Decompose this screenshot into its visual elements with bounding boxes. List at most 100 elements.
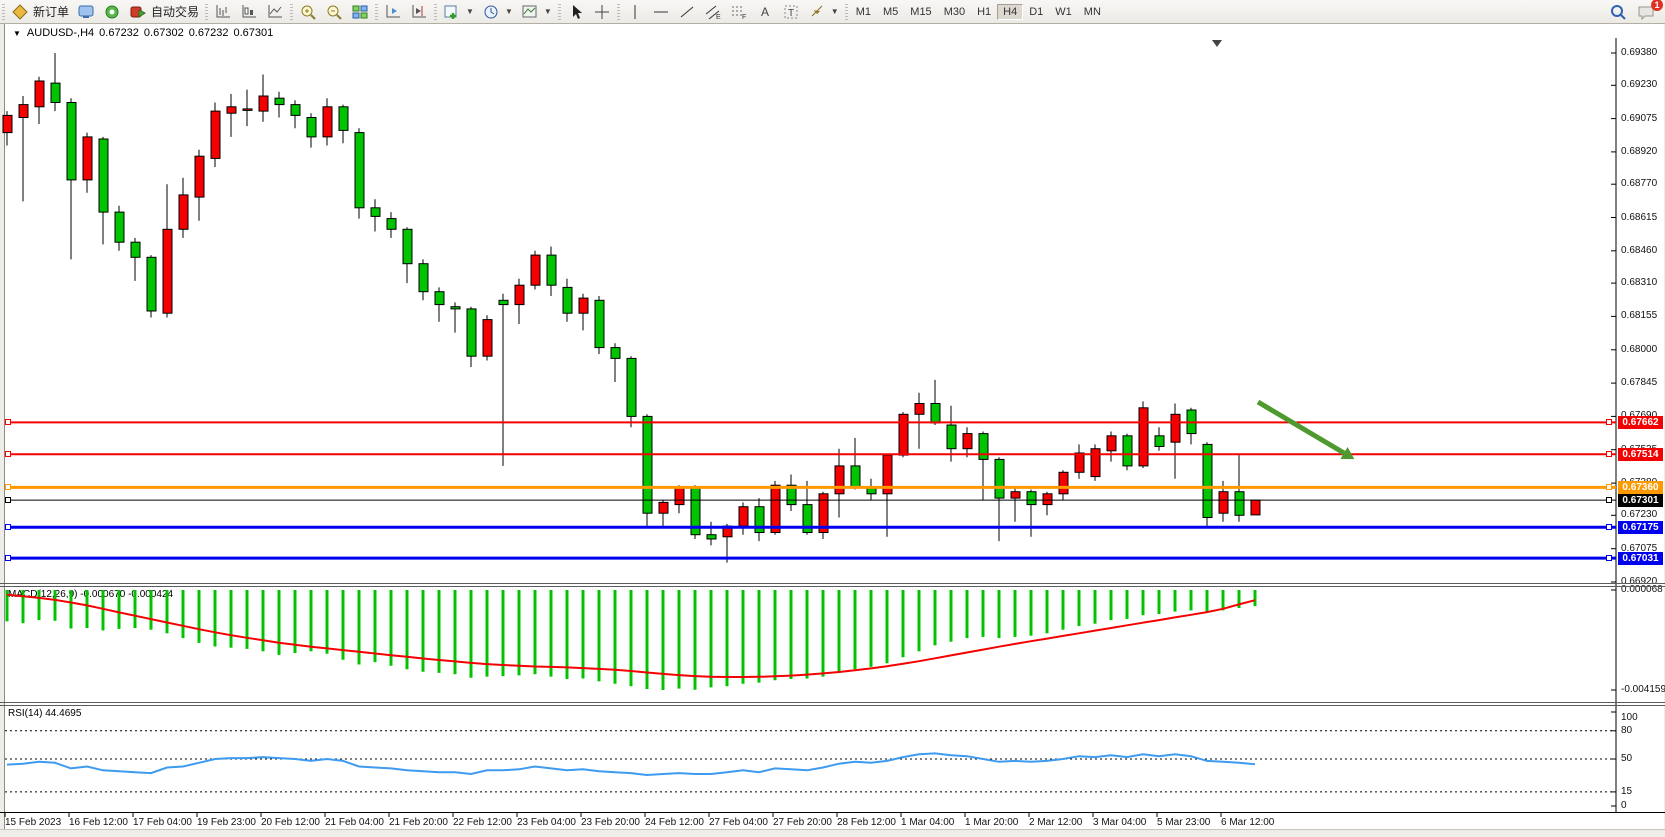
- chart-window[interactable]: ▼ AUDUSD-,H4 0.67232 0.67302 0.67232 0.67301: [4, 24, 1664, 829]
- auto-trading-label: 自动交易: [151, 5, 200, 19]
- time-axis-label: 21 Feb 04:00: [325, 817, 384, 828]
- macd-axis-min: -0.004159: [1621, 684, 1665, 695]
- symbol-dropdown-icon[interactable]: ▼: [13, 29, 21, 38]
- hline-end-marker[interactable]: [5, 419, 11, 426]
- signal-button[interactable]: [99, 1, 125, 22]
- timeframe-m30[interactable]: M30: [943, 6, 966, 18]
- trend-arrow-head: [1340, 446, 1355, 460]
- hline-end-marker[interactable]: [1606, 524, 1612, 531]
- line-chart-icon: [266, 4, 284, 20]
- hline-end-marker[interactable]: [5, 484, 11, 491]
- chart-shift-button[interactable]: [406, 1, 432, 22]
- panel-separator[interactable]: [0, 583, 1665, 584]
- time-axis-label: 1 Mar 20:00: [965, 817, 1019, 828]
- vertical-line-icon: [626, 4, 644, 20]
- timeframe-d1[interactable]: D1: [1029, 6, 1044, 18]
- candlestick-chart-icon: [240, 4, 258, 20]
- trendline-icon: [678, 4, 696, 20]
- price-tick-label: 0.69230: [1621, 79, 1658, 91]
- timeframe-m15[interactable]: M15: [910, 6, 932, 18]
- text-label-button[interactable]: T: [778, 1, 804, 22]
- hline-price-label[interactable]: 0.67031: [1618, 551, 1663, 565]
- periods-button[interactable]: ▼: [478, 1, 517, 22]
- chart-symbol-period: AUDUSD-,H4: [26, 27, 95, 39]
- time-axis-label: 27 Feb 04:00: [709, 817, 768, 828]
- auto-trading-icon: [129, 4, 147, 20]
- auto-scroll-button[interactable]: [380, 1, 406, 22]
- tile-windows-button[interactable]: [347, 1, 373, 22]
- text-button[interactable]: A: [752, 1, 778, 22]
- macd-label: MACD(12,26,9) -0.000670 -0.000424: [8, 589, 174, 600]
- hline-price-label[interactable]: 0.67360: [1618, 480, 1663, 494]
- hline-end-marker[interactable]: [1606, 555, 1612, 562]
- hline-price-label[interactable]: 0.67301: [1618, 493, 1663, 507]
- toolbar-grip: [205, 3, 209, 20]
- timeframe-w1[interactable]: W1: [1055, 6, 1072, 18]
- fibonacci-button[interactable]: F: [726, 1, 752, 22]
- line-chart-button[interactable]: [262, 1, 288, 22]
- chevron-down-icon: ▼: [504, 7, 513, 16]
- publish-button[interactable]: [73, 1, 99, 22]
- hline-price-label[interactable]: 0.67514: [1618, 447, 1663, 461]
- candlestick-chart-button[interactable]: [236, 1, 262, 22]
- hline-end-marker[interactable]: [1606, 451, 1612, 458]
- timeframe-h4[interactable]: H4: [997, 4, 1024, 20]
- price-tick-label: 0.67230: [1621, 509, 1658, 521]
- hline-end-marker[interactable]: [5, 497, 11, 504]
- macd-axis-max: 0.000068: [1621, 584, 1663, 595]
- hline-price-label[interactable]: 0.67662: [1618, 415, 1663, 429]
- timeframe-m5[interactable]: M5: [883, 6, 899, 18]
- time-axis-label: 19 Feb 23:00: [197, 817, 256, 828]
- bar-chart-button[interactable]: [210, 1, 236, 22]
- hline-end-marker[interactable]: [1606, 484, 1612, 491]
- hline-end-marker[interactable]: [5, 451, 11, 458]
- chat-icon[interactable]: 1: [1637, 0, 1663, 20]
- trendline-button[interactable]: [674, 1, 700, 22]
- horizontal-line-icon: [652, 4, 670, 20]
- auto-scroll-icon: [384, 4, 402, 20]
- signal-icon: [103, 4, 121, 20]
- zoom-in-button[interactable]: [295, 1, 321, 22]
- tile-windows-icon: [351, 4, 369, 20]
- crosshair-button[interactable]: [589, 1, 615, 22]
- auto-trading-button[interactable]: 自动交易: [125, 1, 203, 22]
- toolbar-grip: [844, 3, 848, 20]
- arrows-button[interactable]: ▼: [804, 1, 843, 22]
- timeframe-mn[interactable]: MN: [1083, 6, 1101, 18]
- zoom-out-icon: [325, 4, 343, 20]
- price-tick-label: 0.69075: [1621, 112, 1658, 124]
- timeframe-m1[interactable]: M1: [855, 6, 871, 18]
- time-axis-label: 15 Feb 2023: [5, 817, 62, 828]
- time-axis-border: [0, 812, 1665, 813]
- toolbar-grip: [557, 3, 561, 20]
- time-axis-label: 5 Mar 23:00: [1157, 817, 1211, 828]
- vertical-line-button[interactable]: [622, 1, 648, 22]
- panel-separator[interactable]: [0, 702, 1665, 703]
- crosshair-icon: [593, 4, 611, 20]
- time-axis-label: 1 Mar 04:00: [901, 817, 955, 828]
- horizontal-line-button[interactable]: [648, 1, 674, 22]
- equidistant-channel-button[interactable]: E: [700, 1, 726, 22]
- hline-end-marker[interactable]: [1606, 497, 1612, 504]
- hline-end-marker[interactable]: [5, 555, 11, 562]
- search-icon[interactable]: [1609, 4, 1627, 20]
- time-axis-label: 2 Mar 12:00: [1029, 817, 1083, 828]
- hline-end-marker[interactable]: [5, 524, 11, 531]
- new-chart-button[interactable]: ▼: [439, 1, 478, 22]
- new-order-button[interactable]: 新订单: [7, 1, 73, 22]
- time-axis-label: 23 Feb 20:00: [581, 817, 640, 828]
- trend-arrow[interactable]: [1256, 399, 1346, 456]
- time-axis-label: 3 Mar 04:00: [1093, 817, 1147, 828]
- hline-end-marker[interactable]: [1606, 419, 1612, 426]
- timeframe-h1[interactable]: H1: [977, 6, 992, 18]
- hline-price-label[interactable]: 0.67175: [1618, 520, 1663, 534]
- time-axis-label: 27 Feb 20:00: [773, 817, 832, 828]
- new-order-label: 新订单: [33, 5, 70, 19]
- template-button[interactable]: ▼: [517, 1, 556, 22]
- price-tick-label: 0.68155: [1621, 310, 1658, 322]
- cursor-button[interactable]: [563, 1, 589, 22]
- rsi-label: RSI(14) 44.4695: [8, 708, 82, 719]
- zoom-out-button[interactable]: [321, 1, 347, 22]
- zoom-in-icon: [299, 4, 317, 20]
